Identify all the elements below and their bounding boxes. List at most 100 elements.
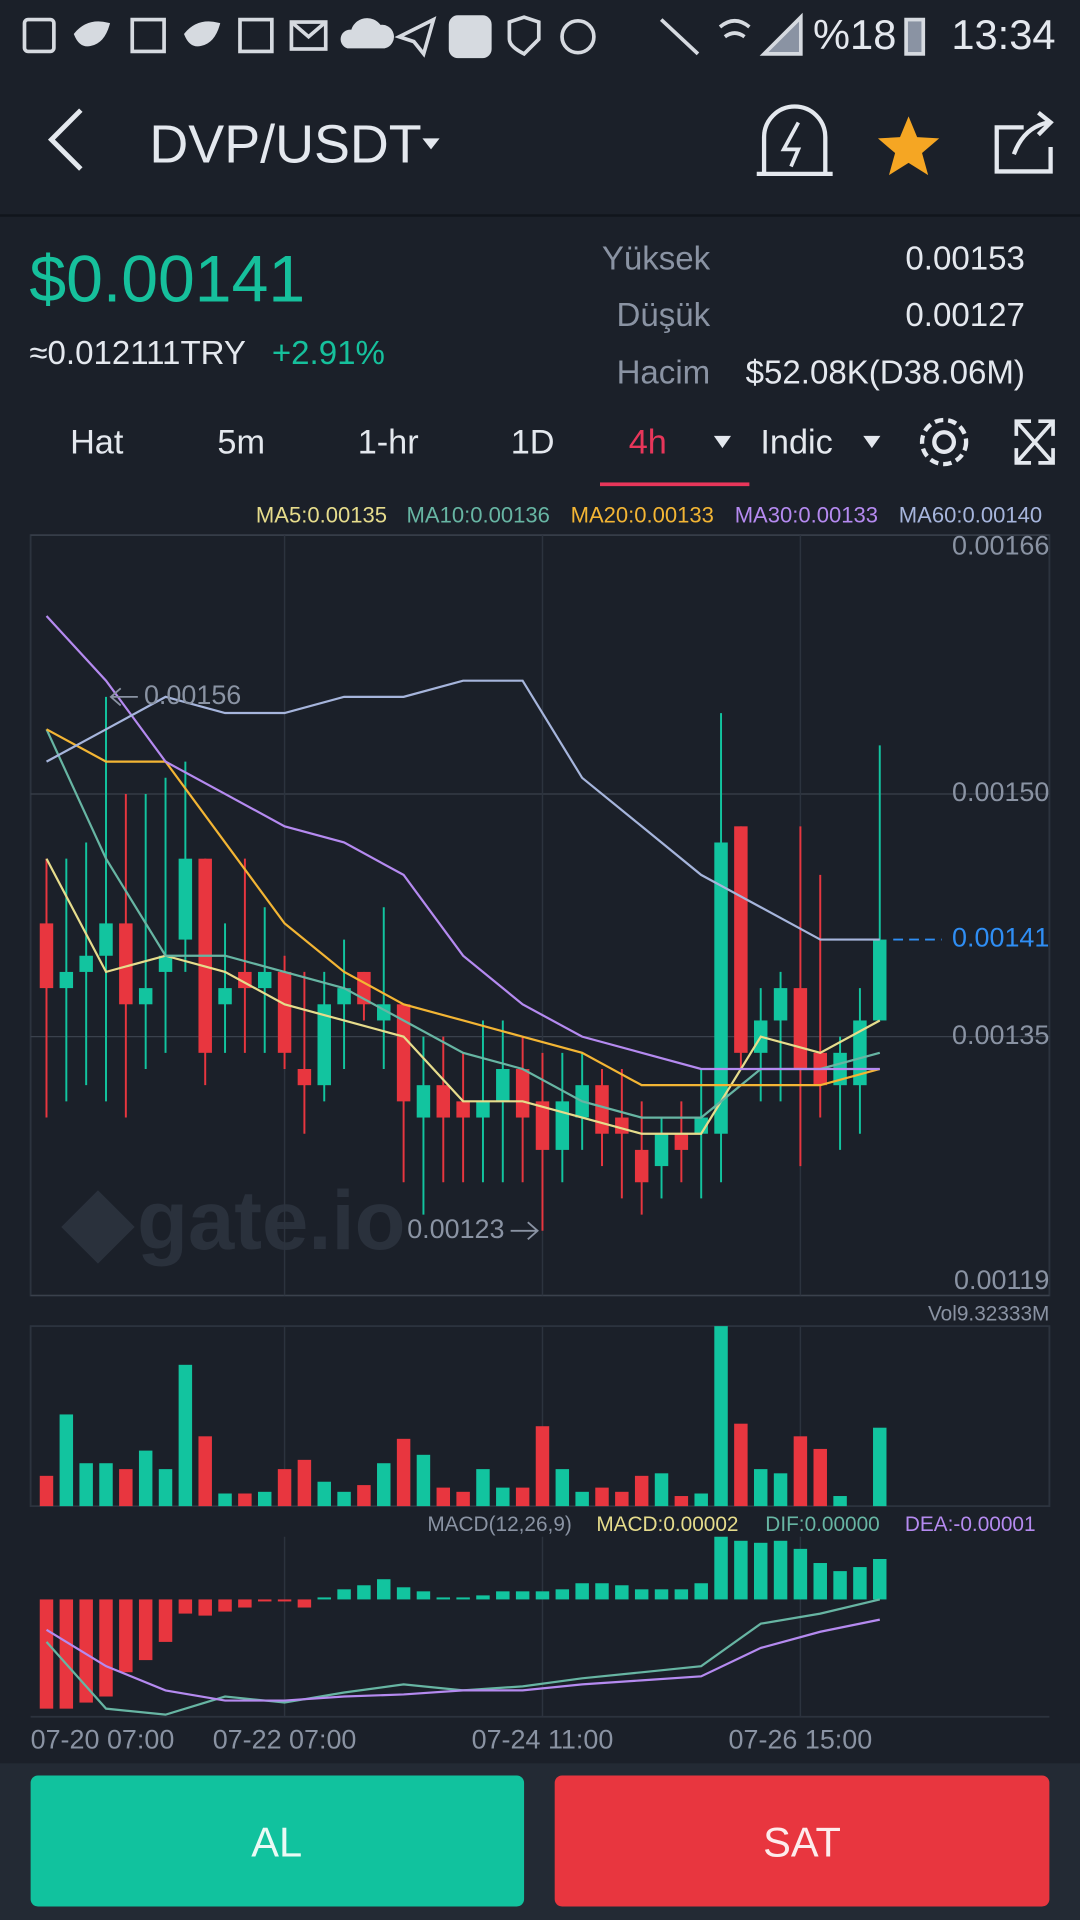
- volume-bar: [158, 1469, 173, 1507]
- interval-tab[interactable]: 1D: [511, 424, 555, 462]
- clock: 13:34: [951, 11, 1055, 58]
- volume-bar: [436, 1487, 451, 1507]
- volume-bar: [317, 1481, 331, 1507]
- ma-line: [46, 679, 880, 941]
- volume-bar: [694, 1493, 708, 1507]
- macd-bar: [535, 1591, 550, 1600]
- volume-bar: [337, 1491, 351, 1507]
- buy-button[interactable]: [30, 1775, 525, 1907]
- volume-bar: [496, 1487, 510, 1507]
- macd-bar: [456, 1597, 470, 1600]
- interval-tab[interactable]: 1-hr: [358, 424, 419, 462]
- stat-label: Düşük: [617, 297, 711, 334]
- high-arrow: [109, 687, 138, 707]
- interval-dropdown[interactable]: [713, 435, 732, 449]
- settings-button[interactable]: [919, 417, 969, 467]
- low-arrow: [510, 1221, 539, 1241]
- macd-legend: DEA:-0.00001: [905, 1513, 1036, 1536]
- macd-bar: [654, 1589, 669, 1600]
- macd-bar: [634, 1589, 649, 1600]
- volume-bar: [753, 1469, 768, 1507]
- fullscreen-button[interactable]: [1014, 419, 1055, 465]
- candle-body: [178, 858, 193, 940]
- volume-bar: [615, 1491, 629, 1507]
- macd-bar: [178, 1599, 193, 1614]
- macd-bar: [853, 1567, 867, 1600]
- macd-bar: [257, 1599, 272, 1602]
- macd-legend: MACD(12,26,9): [427, 1513, 571, 1536]
- macd-bar: [476, 1595, 490, 1600]
- stat-value: $52.08K(D38.06M): [746, 354, 1025, 391]
- interval-tab[interactable]: 5m: [217, 424, 265, 462]
- volume-bar: [873, 1427, 887, 1507]
- dea-line: [45, 1618, 881, 1702]
- candle-body: [257, 971, 272, 989]
- volume-bar: [396, 1438, 411, 1507]
- macd-bar: [734, 1540, 748, 1600]
- volume-bar: [119, 1469, 133, 1507]
- pair-dropdown[interactable]: [422, 138, 440, 150]
- volume-bar: [674, 1496, 689, 1507]
- candle-body: [297, 1069, 312, 1086]
- volume-bar: [138, 1450, 153, 1507]
- ma-line: [46, 728, 881, 1087]
- interval-tab[interactable]: Indic: [760, 424, 832, 462]
- sell-button[interactable]: [554, 1775, 1050, 1907]
- x-tick-label: 07-24 11:00: [472, 1724, 614, 1754]
- alert-button[interactable]: [756, 104, 833, 177]
- volume-bar: [79, 1463, 93, 1507]
- indicator-dropdown[interactable]: [863, 435, 881, 449]
- volume-bar: [99, 1463, 113, 1507]
- candle-body: [416, 1085, 431, 1118]
- volume-bar: [476, 1469, 490, 1507]
- ma-legend: MA30:0.00133: [735, 503, 878, 528]
- ma-legend: MA60:0.00140: [899, 503, 1042, 528]
- candle-body: [99, 923, 113, 956]
- favorite-star[interactable]: [877, 116, 940, 176]
- back-button[interactable]: [47, 108, 83, 171]
- volume-bar: [377, 1463, 391, 1507]
- candle-body: [119, 923, 133, 1005]
- candle-body: [456, 1101, 470, 1118]
- buy-label[interactable]: AL: [251, 1818, 302, 1865]
- pair-title[interactable]: DVP/USDT: [149, 114, 421, 174]
- volume-bar: [575, 1491, 589, 1507]
- sell-label[interactable]: SAT: [763, 1818, 841, 1865]
- y-tick-label: 0.00135: [952, 1020, 1049, 1050]
- volume-bar: [595, 1487, 609, 1507]
- volume-bar: [277, 1469, 292, 1507]
- candle-body: [277, 971, 292, 1053]
- candle-body: [615, 1117, 629, 1134]
- fiat-price: ≈0.012111TRY: [29, 335, 246, 372]
- candle-body: [496, 1069, 510, 1102]
- candle-body: [158, 955, 173, 972]
- battery-level: %18: [813, 11, 896, 58]
- volume-bar: [416, 1454, 431, 1507]
- candle-body: [59, 971, 74, 989]
- macd-bar: [555, 1589, 570, 1600]
- candle-body: [138, 988, 153, 1005]
- macd-bar: [99, 1599, 113, 1697]
- candle-body: [793, 988, 808, 1070]
- candle-body: [476, 1101, 490, 1118]
- y-tick-label: 0.00119: [954, 1265, 1049, 1295]
- candle-body: [714, 842, 728, 1134]
- macd-bar: [138, 1599, 153, 1661]
- macd-bar: [396, 1587, 411, 1600]
- volume-bar: [714, 1326, 728, 1507]
- candle-body: [218, 988, 232, 1005]
- macd-bar: [793, 1548, 808, 1600]
- macd-bar: [158, 1599, 173, 1642]
- share-button[interactable]: [994, 110, 1054, 174]
- macd-bar: [59, 1599, 74, 1709]
- volume-bar: [257, 1491, 272, 1507]
- macd-bar: [873, 1558, 887, 1600]
- macd-legend: DIF:0.00000: [765, 1513, 879, 1536]
- interval-tab[interactable]: Hat: [70, 424, 124, 462]
- macd-bar: [337, 1589, 351, 1600]
- interval-tab[interactable]: 4h: [629, 424, 667, 462]
- candle-body: [873, 939, 887, 1021]
- macd-bar: [595, 1583, 609, 1600]
